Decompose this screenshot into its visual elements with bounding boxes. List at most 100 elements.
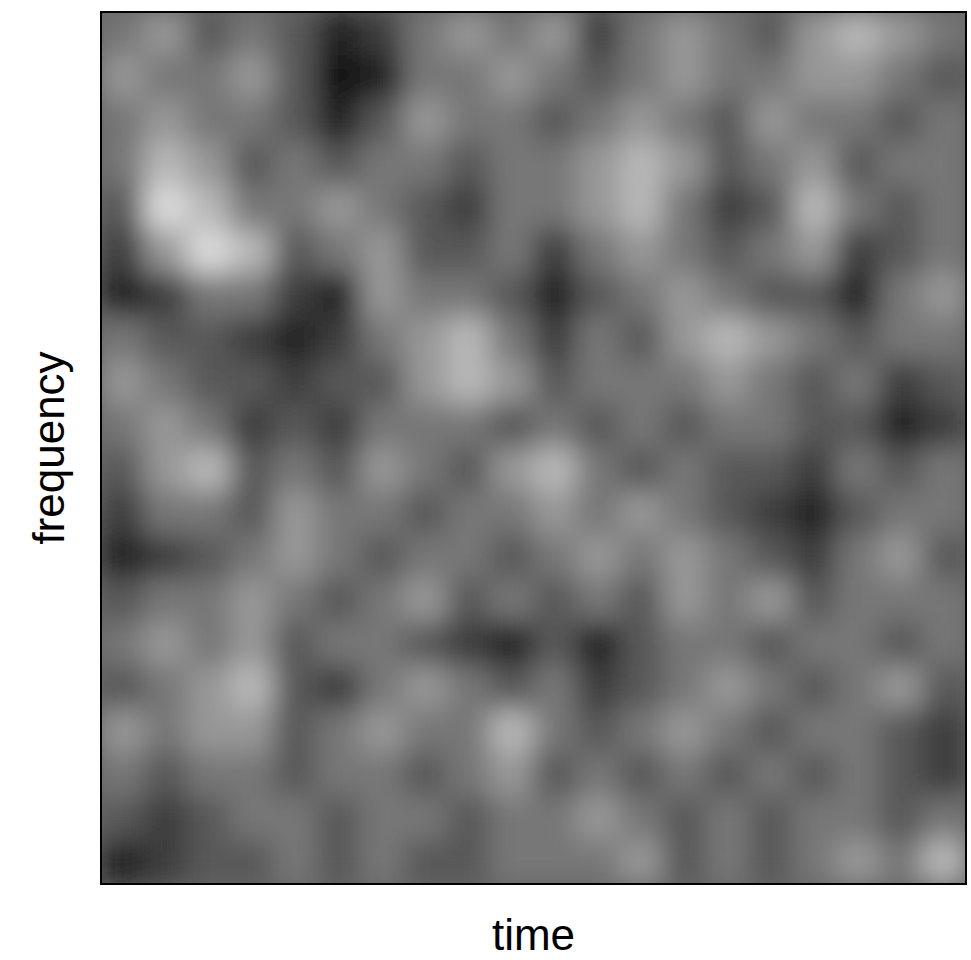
cell bbox=[879, 186, 923, 231]
cell bbox=[620, 840, 664, 884]
cell bbox=[793, 142, 837, 187]
cell bbox=[230, 491, 274, 536]
cell bbox=[144, 142, 188, 187]
cell bbox=[274, 142, 318, 187]
cell bbox=[706, 622, 750, 667]
cell bbox=[663, 230, 707, 275]
cell bbox=[144, 186, 188, 231]
y-axis-title: frequency bbox=[24, 351, 73, 544]
cell bbox=[793, 55, 837, 100]
cell bbox=[922, 448, 966, 493]
cell bbox=[922, 273, 966, 318]
cell bbox=[101, 622, 145, 667]
cell bbox=[403, 448, 447, 493]
cell bbox=[101, 448, 145, 493]
cell bbox=[230, 230, 274, 275]
cell bbox=[749, 535, 793, 580]
cell bbox=[793, 578, 837, 623]
cell bbox=[533, 535, 577, 580]
cell bbox=[274, 796, 318, 841]
cell bbox=[187, 535, 231, 580]
cell bbox=[360, 230, 404, 275]
cell bbox=[101, 186, 145, 231]
cell bbox=[663, 535, 707, 580]
cell bbox=[706, 404, 750, 449]
cell bbox=[360, 622, 404, 667]
cell bbox=[447, 317, 491, 362]
cell bbox=[749, 186, 793, 231]
cell bbox=[576, 535, 620, 580]
cell bbox=[187, 404, 231, 449]
cell bbox=[317, 448, 361, 493]
cell bbox=[360, 535, 404, 580]
cell bbox=[533, 709, 577, 754]
cell bbox=[533, 230, 577, 275]
cell bbox=[490, 535, 534, 580]
cell bbox=[144, 404, 188, 449]
cell bbox=[360, 99, 404, 144]
cell bbox=[922, 796, 966, 841]
cell bbox=[144, 360, 188, 405]
cell bbox=[576, 578, 620, 623]
cell bbox=[274, 186, 318, 231]
cell bbox=[447, 12, 491, 56]
cell bbox=[836, 666, 880, 711]
cell bbox=[447, 230, 491, 275]
cell bbox=[317, 535, 361, 580]
cell bbox=[836, 709, 880, 754]
cell bbox=[274, 753, 318, 798]
cells bbox=[101, 12, 966, 884]
cell bbox=[403, 317, 447, 362]
cell bbox=[793, 448, 837, 493]
cell bbox=[663, 99, 707, 144]
cell bbox=[793, 753, 837, 798]
cell bbox=[663, 55, 707, 100]
cell bbox=[490, 273, 534, 318]
cell bbox=[490, 360, 534, 405]
cell bbox=[706, 317, 750, 362]
cell bbox=[922, 578, 966, 623]
cell bbox=[403, 840, 447, 884]
cell bbox=[663, 753, 707, 798]
cell bbox=[447, 578, 491, 623]
cell bbox=[447, 186, 491, 231]
cell bbox=[793, 273, 837, 318]
cell bbox=[663, 709, 707, 754]
cell bbox=[447, 535, 491, 580]
cell bbox=[620, 709, 664, 754]
cell bbox=[620, 622, 664, 667]
cell bbox=[230, 360, 274, 405]
cell bbox=[447, 404, 491, 449]
cell bbox=[749, 273, 793, 318]
cell bbox=[706, 142, 750, 187]
cell bbox=[360, 186, 404, 231]
cell bbox=[101, 578, 145, 623]
cell bbox=[144, 317, 188, 362]
cell bbox=[533, 317, 577, 362]
cell bbox=[706, 796, 750, 841]
cell bbox=[187, 273, 231, 318]
cell bbox=[793, 796, 837, 841]
cell bbox=[490, 317, 534, 362]
cell bbox=[620, 753, 664, 798]
cell bbox=[360, 709, 404, 754]
cell bbox=[706, 491, 750, 536]
cell bbox=[706, 709, 750, 754]
plot-background bbox=[101, 12, 966, 884]
cell bbox=[836, 840, 880, 884]
cell bbox=[663, 796, 707, 841]
cell bbox=[101, 753, 145, 798]
cell bbox=[360, 273, 404, 318]
cell bbox=[403, 535, 447, 580]
cell bbox=[187, 709, 231, 754]
cell bbox=[490, 840, 534, 884]
cell bbox=[403, 709, 447, 754]
cell bbox=[793, 622, 837, 667]
cell bbox=[101, 840, 145, 884]
cell bbox=[706, 578, 750, 623]
cell bbox=[447, 753, 491, 798]
cell bbox=[749, 840, 793, 884]
cell bbox=[447, 796, 491, 841]
cell bbox=[317, 666, 361, 711]
x-axis-title: time bbox=[492, 910, 575, 959]
